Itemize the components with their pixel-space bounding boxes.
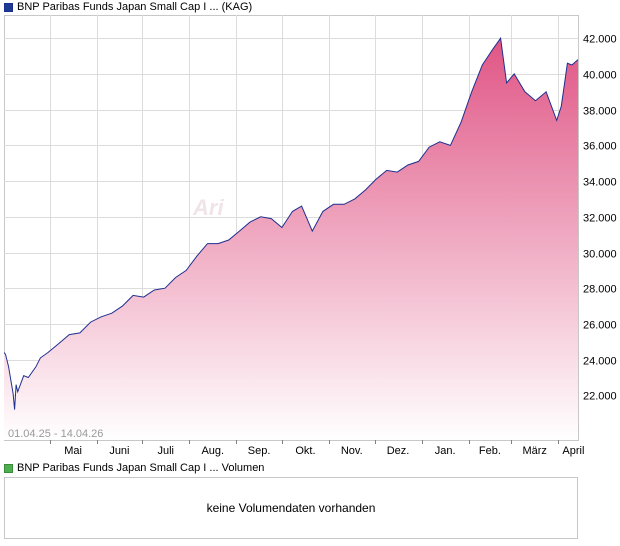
- volume-legend-label: BNP Paribas Funds Japan Small Cap I ... …: [17, 462, 265, 474]
- x-tick-label: Okt.: [295, 445, 315, 457]
- price-line: [4, 36, 578, 410]
- x-tick-label: Nov.: [341, 445, 363, 457]
- volume-panel: keine Volumendaten vorhanden: [4, 477, 578, 539]
- y-tick-label: 24.000: [583, 356, 617, 368]
- x-tick-label: Jan.: [435, 445, 456, 457]
- y-tick-label: 42.000: [583, 34, 617, 46]
- y-tick-label: 34.000: [583, 177, 617, 189]
- watermark: Ari: [192, 195, 224, 220]
- price-area: [4, 38, 578, 440]
- y-tick-label: 36.000: [583, 141, 617, 153]
- x-tick-label: März: [522, 445, 546, 457]
- x-tick-label: Mai: [64, 445, 82, 457]
- x-tick-label: Feb.: [479, 445, 501, 457]
- x-tick-label: April: [562, 445, 584, 457]
- x-tick-label: Sep.: [248, 445, 271, 457]
- price-legend: BNP Paribas Funds Japan Small Cap I ... …: [4, 0, 252, 14]
- x-axis-ticks: Mai Juni Juli Aug. Sep. Okt. Nov. Dez. Jan. Feb. M…: [50, 440, 584, 457]
- price-legend-swatch: [4, 2, 13, 12]
- x-tick-label: Aug.: [201, 445, 224, 457]
- price-legend-label: BNP Paribas Funds Japan Small Cap I ... …: [17, 1, 253, 13]
- x-tick-label: Dez.: [387, 445, 410, 457]
- y-axis-ticks: 22.000 24.000 26.000 28.000 30.000 32.000 34.0…: [583, 34, 617, 403]
- y-tick-label: 40.000: [583, 70, 617, 82]
- y-tick-label: 30.000: [583, 249, 617, 261]
- volume-empty-message: keine Volumendaten vorhanden: [206, 501, 376, 515]
- x-tick-label: Juni: [109, 445, 129, 457]
- date-range: 01.04.25 - 14.04.26: [8, 428, 103, 440]
- y-tick-label: 26.000: [583, 320, 617, 332]
- y-tick-label: 32.000: [583, 213, 617, 225]
- volume-legend-swatch: [4, 463, 13, 473]
- volume-legend: BNP Paribas Funds Japan Small Cap I ... …: [4, 461, 264, 475]
- y-tick-label: 28.000: [583, 284, 617, 296]
- y-tick-label: 22.000: [583, 391, 617, 403]
- y-tick-label: 38.000: [583, 106, 617, 118]
- x-tick-label: Juli: [157, 445, 174, 457]
